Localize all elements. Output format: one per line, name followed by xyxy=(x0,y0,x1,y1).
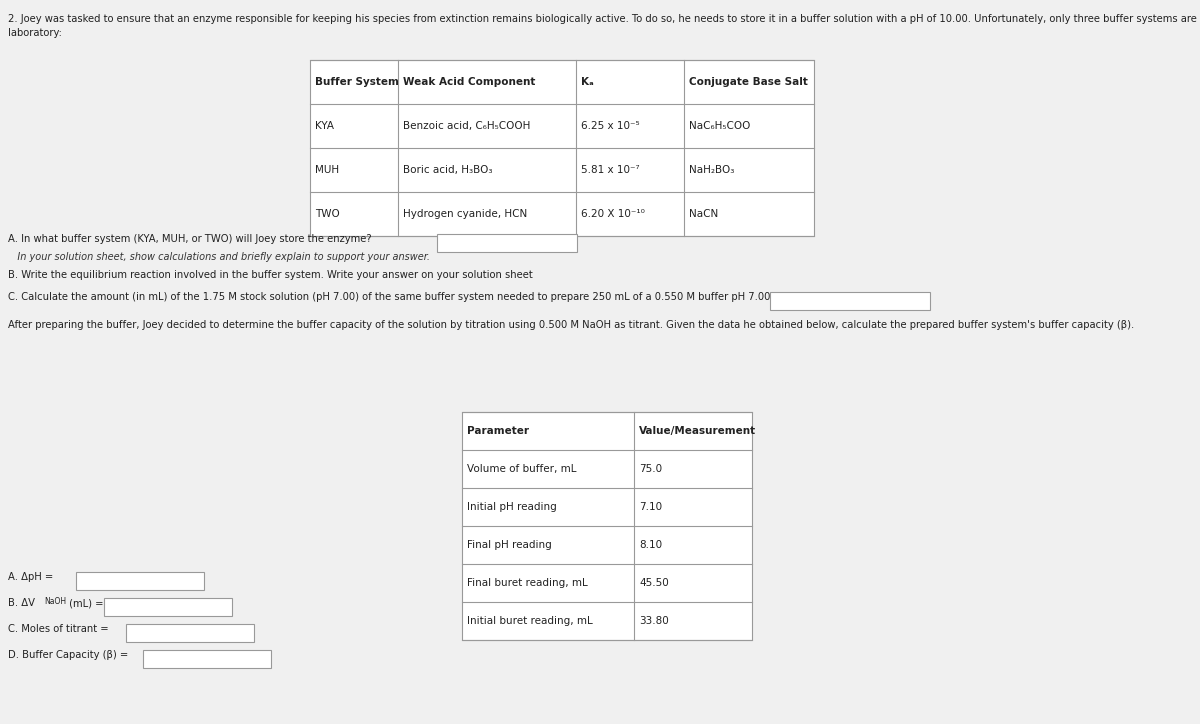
Text: 2. Joey was tasked to ensure that an enzyme responsible for keeping his species : 2. Joey was tasked to ensure that an enz… xyxy=(8,14,1200,24)
Text: KYA: KYA xyxy=(314,121,334,131)
Text: Volume of buffer, mL: Volume of buffer, mL xyxy=(467,464,576,474)
Text: B. Write the equilibrium reaction involved in the buffer system. Write your answ: B. Write the equilibrium reaction involv… xyxy=(8,270,533,280)
Text: D. Buffer Capacity (β) =: D. Buffer Capacity (β) = xyxy=(8,650,128,660)
Text: After preparing the buffer, Joey decided to determine the buffer capacity of the: After preparing the buffer, Joey decided… xyxy=(8,320,1134,330)
Bar xyxy=(770,292,930,310)
Text: Parameter: Parameter xyxy=(467,426,529,436)
Text: NaCN: NaCN xyxy=(689,209,719,219)
Text: A. In what buffer system (KYA, MUH, or TWO) will Joey store the enzyme?: A. In what buffer system (KYA, MUH, or T… xyxy=(8,234,372,244)
Text: Boric acid, H₃BO₃: Boric acid, H₃BO₃ xyxy=(403,165,492,175)
Text: 7.10: 7.10 xyxy=(640,502,662,512)
Text: Weak Acid Component: Weak Acid Component xyxy=(403,77,535,87)
Text: 6.25 x 10⁻⁵: 6.25 x 10⁻⁵ xyxy=(581,121,640,131)
Text: 8.10: 8.10 xyxy=(640,540,662,550)
Bar xyxy=(437,234,577,252)
Bar xyxy=(143,650,271,668)
Text: 45.50: 45.50 xyxy=(640,578,668,588)
Text: 33.80: 33.80 xyxy=(640,616,668,626)
Text: C. Calculate the amount (in mL) of the 1.75 M stock solution (pH 7.00) of the sa: C. Calculate the amount (in mL) of the 1… xyxy=(8,292,774,302)
Text: A. ΔpH =: A. ΔpH = xyxy=(8,572,53,582)
Text: NaOH: NaOH xyxy=(44,597,66,606)
Text: (mL) =: (mL) = xyxy=(66,598,103,608)
Text: C. Moles of titrant =: C. Moles of titrant = xyxy=(8,624,109,634)
Text: In your solution sheet, show calculations and briefly explain to support your an: In your solution sheet, show calculation… xyxy=(8,252,430,262)
Text: Benzoic acid, C₆H₅COOH: Benzoic acid, C₆H₅COOH xyxy=(403,121,530,131)
Text: Value/Measurement: Value/Measurement xyxy=(640,426,756,436)
Text: B. ΔV: B. ΔV xyxy=(8,598,35,608)
Text: laboratory:: laboratory: xyxy=(8,28,62,38)
Text: 5.81 x 10⁻⁷: 5.81 x 10⁻⁷ xyxy=(581,165,640,175)
Text: Kₐ: Kₐ xyxy=(581,77,594,87)
Text: Hydrogen cyanide, HCN: Hydrogen cyanide, HCN xyxy=(403,209,527,219)
Text: Final buret reading, mL: Final buret reading, mL xyxy=(467,578,588,588)
Text: Initial pH reading: Initial pH reading xyxy=(467,502,557,512)
Bar xyxy=(104,598,232,616)
Text: Buffer System: Buffer System xyxy=(314,77,398,87)
Bar xyxy=(126,624,254,642)
Bar xyxy=(76,572,204,590)
Text: 75.0: 75.0 xyxy=(640,464,662,474)
Bar xyxy=(462,412,752,640)
Text: Conjugate Base Salt: Conjugate Base Salt xyxy=(689,77,808,87)
Text: NaC₆H₅COO: NaC₆H₅COO xyxy=(689,121,750,131)
Text: MUH: MUH xyxy=(314,165,340,175)
Text: Initial buret reading, mL: Initial buret reading, mL xyxy=(467,616,593,626)
Text: NaH₂BO₃: NaH₂BO₃ xyxy=(689,165,734,175)
Text: Final pH reading: Final pH reading xyxy=(467,540,552,550)
Bar xyxy=(310,60,814,236)
Text: 6.20 X 10⁻¹⁰: 6.20 X 10⁻¹⁰ xyxy=(581,209,644,219)
Text: TWO: TWO xyxy=(314,209,340,219)
